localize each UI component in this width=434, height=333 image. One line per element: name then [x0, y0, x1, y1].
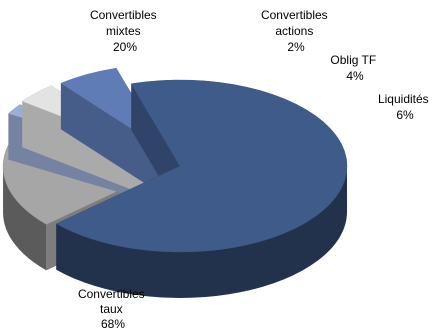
label-oblig-tf: Oblig TF 4%: [330, 53, 379, 83]
label-convertibles-taux: Convertibles taux 68%: [78, 287, 148, 331]
slice-liquidites-wall-0: [60, 83, 166, 197]
slice-convertibles-mixtes-side-0: [3, 166, 47, 271]
slice-convertibles-taux: [55, 79, 348, 299]
slice-convertibles-taux-top: [55, 79, 348, 253]
label-convertibles-actions: Convertibles actions 2%: [261, 8, 331, 54]
slice-convertibles-taux-side-0: [56, 166, 347, 299]
label-liquidites: Liquidités 6%: [378, 92, 432, 122]
label-convertibles-mixtes: Convertibles mixtes 20%: [90, 8, 160, 54]
pie-slices: [2, 67, 348, 299]
